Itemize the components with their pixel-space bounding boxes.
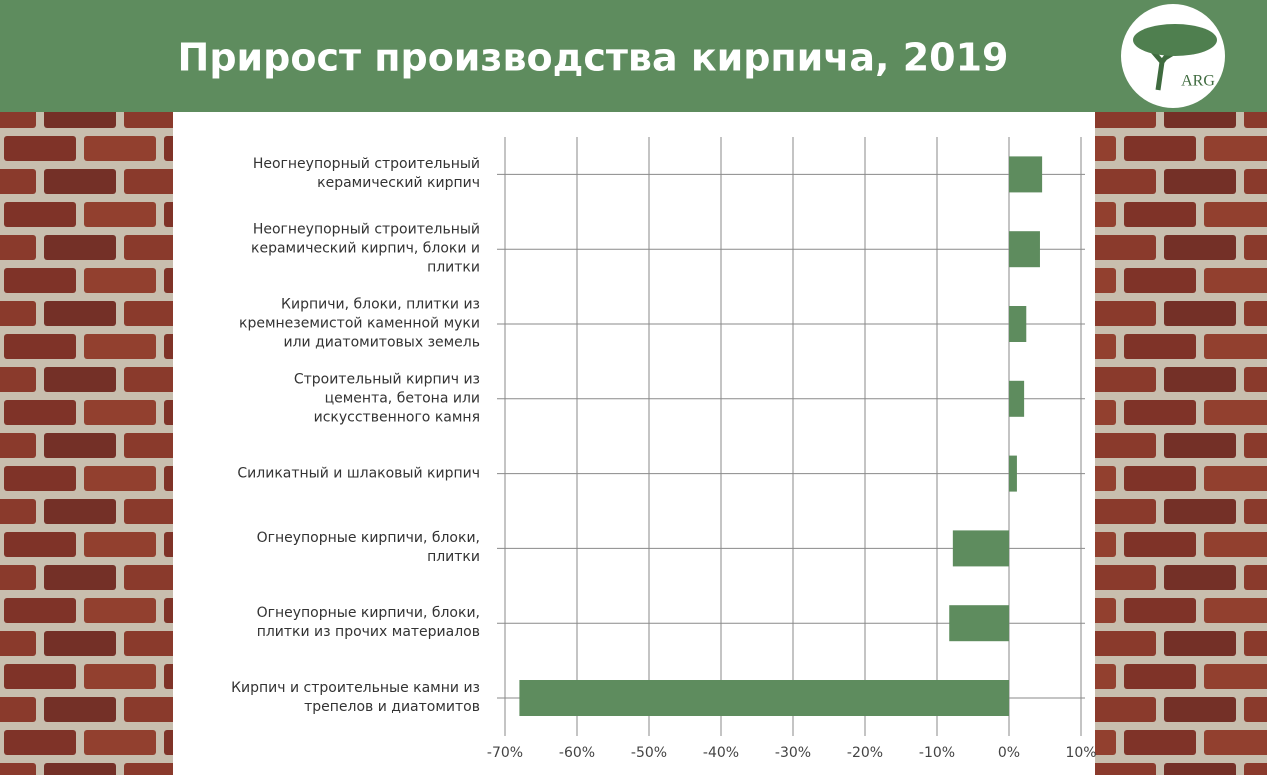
x-tick-label: -10% [919, 745, 955, 761]
bar [949, 605, 1009, 642]
category-label: Кирпич и строительные камни из трепелов … [231, 680, 480, 715]
x-tick-label: -50% [631, 745, 667, 761]
chart-title: Прирост производства кирпича, 2019 [178, 36, 1009, 80]
category-label: Кирпичи, блоки, плитки из кремнеземистой… [238, 296, 480, 351]
category-label: Силикатный и шлаковый кирпич [237, 465, 480, 482]
x-tick-label: -60% [559, 745, 595, 761]
logo: ARG [1121, 4, 1225, 108]
header-band [0, 0, 1267, 112]
bar [1009, 156, 1043, 193]
x-tick-label: -40% [703, 745, 739, 761]
x-tick-label: -70% [487, 745, 523, 761]
category-label: Огнеупорные кирпичи, блоки, плитки [256, 530, 480, 566]
x-tick-label: 0% [998, 745, 1020, 761]
x-tick-label: -20% [847, 745, 883, 761]
bar [519, 680, 1009, 716]
bar [1009, 455, 1017, 492]
chart-panel [173, 112, 1095, 775]
bar [952, 530, 1009, 567]
x-tick-label: 10% [1065, 745, 1096, 761]
category-label: Неогнеупорный строительный керамический … [252, 156, 480, 192]
bar [1009, 306, 1027, 342]
category-label: Неогнеупорный строительный керамический … [251, 221, 480, 276]
bar [1009, 380, 1025, 417]
x-tick-label: -30% [775, 745, 811, 761]
category-label: Строительный кирпич из цемента, бетона и… [293, 371, 480, 426]
logo-text: ARG [1181, 73, 1215, 90]
category-label: Огнеупорные кирпичи, блоки, плитки из пр… [256, 605, 480, 641]
bar [1009, 231, 1040, 268]
